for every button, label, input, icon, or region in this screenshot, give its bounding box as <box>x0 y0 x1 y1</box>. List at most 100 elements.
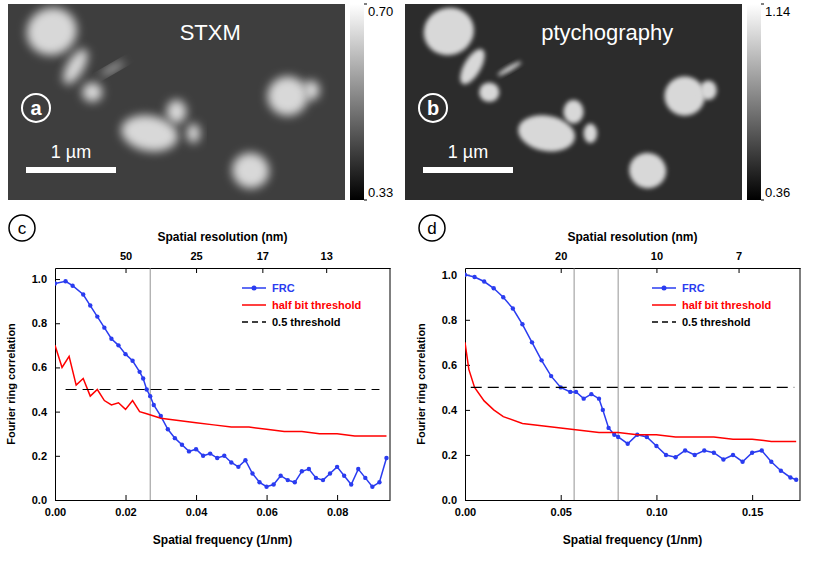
particle <box>82 82 102 102</box>
scale-bar-label: 1 µm <box>51 142 91 162</box>
scale-bar <box>26 167 116 173</box>
tick-mark <box>196 495 197 500</box>
particle <box>584 124 597 144</box>
particle <box>417 4 481 62</box>
tick-mark <box>561 268 562 273</box>
data-point <box>70 283 74 287</box>
letter-circle <box>22 94 50 122</box>
tick: 1.0 <box>32 273 60 285</box>
particle <box>228 149 273 193</box>
legend-swatch <box>652 304 676 306</box>
legend: FRChalf bit threshold0.5 threshold <box>242 282 361 328</box>
tick-mark <box>465 500 470 501</box>
tick-mark <box>656 268 657 273</box>
data-point <box>769 460 773 464</box>
tick: 50 <box>120 250 132 273</box>
data-point <box>173 436 177 440</box>
legend-label: FRC <box>682 282 705 294</box>
tick: 0.02 <box>115 495 136 518</box>
panel-letter: d <box>427 219 436 238</box>
data-point <box>109 337 113 341</box>
data-point <box>278 473 282 477</box>
colorbar <box>747 4 761 200</box>
scale-bar-label: 1 µm <box>448 142 488 162</box>
data-point <box>123 352 127 356</box>
tick-label: 0.08 <box>327 506 348 518</box>
data-point <box>88 303 92 307</box>
colorbar-tick <box>761 200 764 201</box>
data-point <box>141 376 145 380</box>
x2-axis: 50251713 <box>56 250 391 273</box>
image-content <box>417 4 717 192</box>
tick: 1.0 <box>442 269 470 281</box>
data-point <box>293 480 297 484</box>
tick-label: 7 <box>736 250 742 262</box>
data-point <box>616 435 620 439</box>
data-point <box>794 478 798 482</box>
reference-line <box>574 268 575 500</box>
particle <box>497 60 523 78</box>
tick: 0.2 <box>442 449 470 461</box>
data-point <box>166 427 170 431</box>
data-point <box>243 458 247 462</box>
legend-swatch <box>242 321 266 323</box>
data-point <box>472 275 476 279</box>
colorbar <box>350 4 364 200</box>
tick-label: 13 <box>321 250 333 262</box>
series-line <box>465 275 796 480</box>
reference-line <box>618 268 619 500</box>
tick-label: 17 <box>257 250 269 262</box>
tick-mark <box>262 268 263 273</box>
tick-mark <box>196 268 197 273</box>
legend-marker <box>252 286 257 291</box>
data-point <box>712 450 716 454</box>
tick-label: 0.02 <box>115 506 136 518</box>
colorbar-tick <box>364 4 367 5</box>
letter-circle <box>9 215 35 241</box>
data-point <box>342 473 346 477</box>
series-line <box>55 281 386 486</box>
tick-mark <box>337 495 338 500</box>
tick-mark <box>55 279 60 280</box>
tick-label: 0.10 <box>646 506 667 518</box>
tick-label: 0.8 <box>442 314 457 326</box>
legend-label: 0.5 threshold <box>272 316 340 328</box>
tick-mark <box>267 495 268 500</box>
colorbar-label: 0.70 <box>368 4 393 19</box>
tick-label: 0.04 <box>186 506 208 518</box>
data-point <box>236 465 240 469</box>
panel-letter: a <box>30 97 42 119</box>
data-point <box>530 340 534 344</box>
data-point <box>370 485 374 489</box>
y-axis-title: Fourier ring correlation <box>415 323 427 445</box>
image-panel: ptychographyb1 µm0.361.14 <box>405 1 790 201</box>
frame-right <box>800 268 801 500</box>
data-point <box>116 343 120 347</box>
tick: 0.0 <box>442 494 470 506</box>
data-point <box>307 467 311 471</box>
data-point <box>721 457 725 461</box>
tick-label: 0.6 <box>442 359 457 371</box>
tick: 13 <box>321 250 333 273</box>
data-point <box>264 485 268 489</box>
data-point <box>673 455 677 459</box>
data-point <box>693 453 697 457</box>
axis-line <box>466 268 801 269</box>
tick: 0.0 <box>32 494 60 506</box>
particle <box>20 4 84 62</box>
tick: 0.06 <box>256 495 277 518</box>
tick: 0.8 <box>442 314 470 326</box>
tick: 0.4 <box>32 406 60 418</box>
tick: 0.05 <box>551 495 572 518</box>
legend-swatch <box>242 304 266 306</box>
tick: 10 <box>651 250 663 273</box>
data-point <box>208 451 212 455</box>
data-point <box>130 359 134 363</box>
tick-mark <box>561 495 562 500</box>
data-point <box>95 314 99 318</box>
panel-letter: c <box>18 219 27 238</box>
tick-mark <box>55 456 60 457</box>
tick-mark <box>326 268 327 273</box>
data-point <box>549 374 553 378</box>
x2-axis-title: Spatial resolution (nm) <box>157 230 287 244</box>
